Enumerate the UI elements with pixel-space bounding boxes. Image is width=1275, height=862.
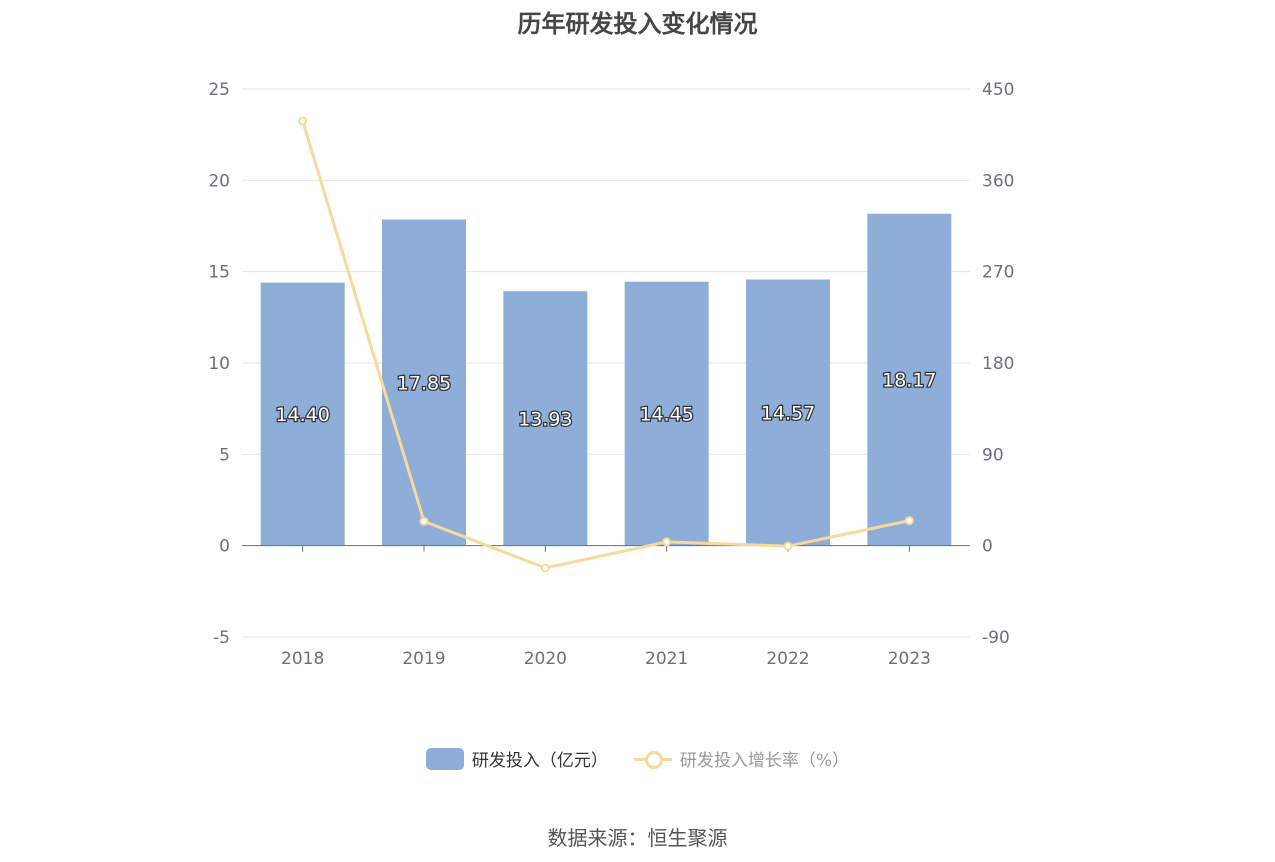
- bar-data-label: 14.40: [275, 404, 329, 426]
- growth-rate-line: [301, 120, 910, 570]
- legend-item-rd-investment[interactable]: 研发投入（亿元）: [425, 746, 608, 771]
- x-tick-label: 2021: [645, 649, 688, 669]
- growth-rate-point: [904, 516, 914, 526]
- y-left-tick-label: -5: [213, 628, 230, 648]
- y-right-tick-label: 90: [982, 445, 1004, 465]
- y-left-tick-label: 25: [208, 80, 230, 100]
- growth-rate-point: [419, 516, 429, 526]
- bar-data-label: 14.57: [761, 403, 815, 425]
- y-left-tick-label: 5: [219, 445, 230, 465]
- bar: [624, 281, 709, 546]
- bar-data-label: 13.93: [518, 408, 572, 430]
- y-left-tick-label: 15: [208, 263, 230, 283]
- y-left-tick-label: 0: [219, 537, 230, 557]
- legend: 研发投入（亿元） 研发投入增长率（%）: [0, 746, 1275, 771]
- y-left-tick-label: 10: [208, 354, 230, 374]
- legend-label-growth-rate: 研发投入增长率（%）: [679, 751, 850, 771]
- x-tick-label: 2018: [281, 649, 324, 669]
- y-right-tick-label: 270: [982, 263, 1014, 283]
- bar-data-label: 17.85: [397, 373, 451, 395]
- y-right-tick-label: 180: [982, 354, 1014, 374]
- bar-data-label: 18.17: [882, 370, 936, 392]
- x-tick-label: 2020: [524, 649, 567, 669]
- growth-rate-point: [540, 563, 550, 573]
- bar: [260, 282, 345, 546]
- x-tick-label: 2019: [402, 649, 445, 669]
- x-tick-label: 2023: [888, 649, 931, 669]
- y-right-tick-label: 450: [982, 80, 1014, 100]
- x-tick-label: 2022: [766, 649, 809, 669]
- y-right-tick-label: 0: [982, 537, 993, 557]
- growth-rate-point: [298, 116, 308, 126]
- bar-data-label: 14.45: [639, 404, 693, 426]
- legend-label-rd-investment: 研发投入（亿元）: [471, 751, 608, 771]
- legend-item-growth-rate[interactable]: 研发投入增长率（%）: [633, 746, 850, 771]
- legend-line-swatch: [633, 748, 672, 770]
- source-note: 数据来源：恒生聚源: [547, 826, 728, 850]
- bar: [867, 213, 952, 546]
- y-left-tick-label: 20: [208, 171, 230, 191]
- bar: [382, 219, 466, 546]
- y-right-tick-label: -90: [982, 628, 1010, 648]
- growth-rate-point: [783, 541, 793, 551]
- legend-bar-swatch: [425, 747, 464, 770]
- bar: [746, 279, 830, 546]
- growth-rate-point: [662, 537, 672, 547]
- chart-title: 历年研发投入变化情况: [517, 10, 758, 38]
- y-right-tick-label: 360: [982, 171, 1014, 191]
- bar: [503, 291, 588, 546]
